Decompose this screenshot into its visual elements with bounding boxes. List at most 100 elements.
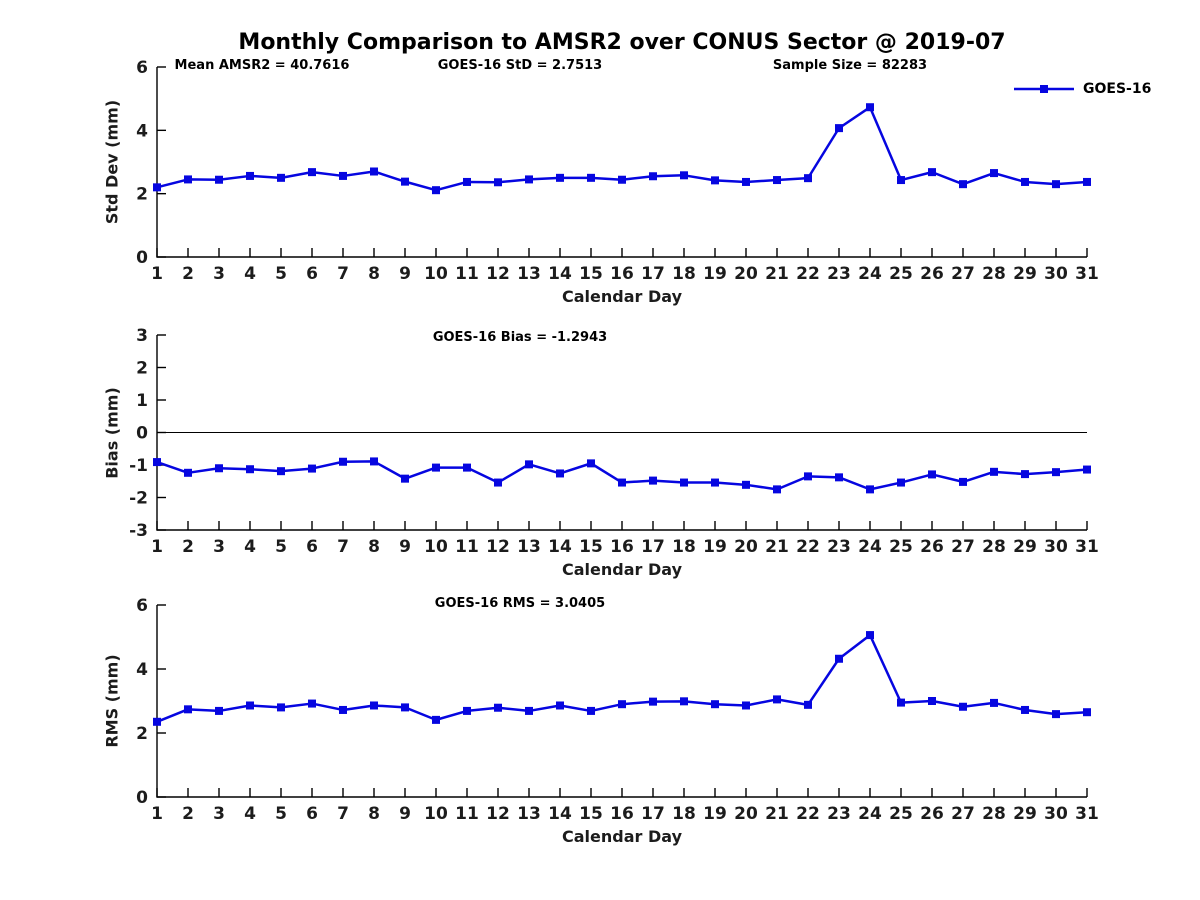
x-tick-label: 7 — [337, 264, 349, 284]
xlabel-calendar-day-3: Calendar Day — [562, 827, 682, 846]
data-point-marker — [959, 477, 967, 486]
y-tick-label: 4 — [136, 660, 148, 680]
data-point-marker — [835, 124, 843, 133]
data-point-marker — [866, 631, 874, 640]
x-tick-label: 6 — [306, 537, 318, 557]
data-point-marker — [494, 478, 502, 487]
data-point-marker — [649, 476, 657, 485]
data-point-marker — [339, 171, 347, 180]
data-point-marker — [1052, 180, 1060, 189]
x-tick-label: 24 — [858, 537, 882, 557]
x-tick-label: 23 — [827, 537, 851, 557]
x-tick-label: 19 — [703, 804, 727, 824]
y-tick-label: 2 — [136, 724, 148, 744]
x-tick-label: 9 — [399, 804, 411, 824]
x-tick-label: 19 — [703, 537, 727, 557]
x-tick-label: 2 — [182, 264, 194, 284]
x-tick-label: 25 — [889, 264, 913, 284]
legend: GOES-16 — [1013, 80, 1151, 97]
data-point-marker — [990, 698, 998, 707]
data-point-marker — [835, 473, 843, 482]
x-tick-label: 29 — [1013, 804, 1037, 824]
x-tick-label: 5 — [275, 804, 287, 824]
data-point-marker — [587, 173, 595, 182]
data-point-marker — [556, 173, 564, 182]
x-tick-label: 10 — [424, 804, 448, 824]
data-point-marker — [1052, 468, 1060, 477]
y-tick-label: 1 — [136, 391, 148, 411]
x-tick-label: 27 — [951, 537, 975, 557]
data-point-marker — [680, 478, 688, 487]
data-point-marker — [494, 178, 502, 187]
x-tick-label: 2 — [182, 804, 194, 824]
data-point-marker — [990, 169, 998, 178]
data-point-marker — [339, 705, 347, 714]
x-tick-label: 30 — [1044, 264, 1068, 284]
x-tick-label: 31 — [1075, 537, 1099, 557]
data-point-marker — [463, 463, 471, 472]
x-tick-label: 12 — [486, 537, 510, 557]
data-point-marker — [773, 176, 781, 185]
data-point-marker — [897, 176, 905, 185]
x-tick-label: 21 — [765, 264, 789, 284]
x-tick-label: 15 — [579, 804, 603, 824]
x-tick-label: 16 — [610, 537, 634, 557]
x-tick-label: 29 — [1013, 537, 1037, 557]
data-point-marker — [277, 467, 285, 476]
data-point-marker — [742, 701, 750, 710]
data-point-marker — [339, 457, 347, 466]
y-tick-label: 0 — [136, 788, 148, 808]
x-tick-label: 7 — [337, 537, 349, 557]
data-point-marker — [525, 706, 533, 715]
xlabel-calendar-day-1: Calendar Day — [562, 287, 682, 306]
annotation-goes16-bias: GOES-16 Bias = -1.2943 — [432, 330, 608, 345]
x-tick-label: 8 — [368, 537, 380, 557]
x-tick-label: 18 — [672, 537, 696, 557]
y-tick-label: -1 — [129, 456, 148, 476]
data-point-marker — [928, 470, 936, 479]
bias-markers-goes-16 — [153, 457, 1091, 494]
x-tick-label: 25 — [889, 537, 913, 557]
x-tick-label: 16 — [610, 804, 634, 824]
data-point-marker — [401, 474, 409, 483]
data-point-marker — [618, 700, 626, 709]
x-tick-label: 13 — [517, 537, 541, 557]
data-point-marker — [246, 465, 254, 474]
x-tick-label: 30 — [1044, 537, 1068, 557]
data-point-marker — [432, 186, 440, 195]
x-tick-label: 31 — [1075, 804, 1099, 824]
y-tick-label: 6 — [136, 596, 148, 616]
y-tick-label: 3 — [136, 326, 148, 346]
x-tick-label: 4 — [244, 264, 256, 284]
x-tick-label: 13 — [517, 804, 541, 824]
data-point-marker — [1021, 705, 1029, 714]
x-tick-label: 26 — [920, 537, 944, 557]
x-tick-label: 12 — [486, 804, 510, 824]
y-tick-label: -2 — [129, 489, 148, 509]
data-point-marker — [308, 699, 316, 708]
legend-line-icon — [1014, 84, 1074, 93]
data-point-marker — [773, 695, 781, 704]
data-point-marker — [246, 171, 254, 180]
x-tick-label: 8 — [368, 264, 380, 284]
y-tick-label: 0 — [136, 424, 148, 444]
x-tick-label: 25 — [889, 804, 913, 824]
x-tick-label: 11 — [455, 264, 479, 284]
x-tick-label: 17 — [641, 537, 665, 557]
data-point-marker — [246, 701, 254, 710]
x-tick-label: 28 — [982, 537, 1006, 557]
data-point-marker — [494, 703, 502, 712]
x-tick-label: 23 — [827, 264, 851, 284]
x-tick-label: 6 — [306, 264, 318, 284]
data-point-marker — [897, 698, 905, 707]
x-tick-label: 7 — [337, 804, 349, 824]
x-tick-label: 8 — [368, 804, 380, 824]
x-tick-label: 18 — [672, 804, 696, 824]
x-tick-label: 5 — [275, 264, 287, 284]
x-tick-label: 17 — [641, 804, 665, 824]
x-tick-label: 24 — [858, 264, 882, 284]
data-point-marker — [835, 654, 843, 663]
